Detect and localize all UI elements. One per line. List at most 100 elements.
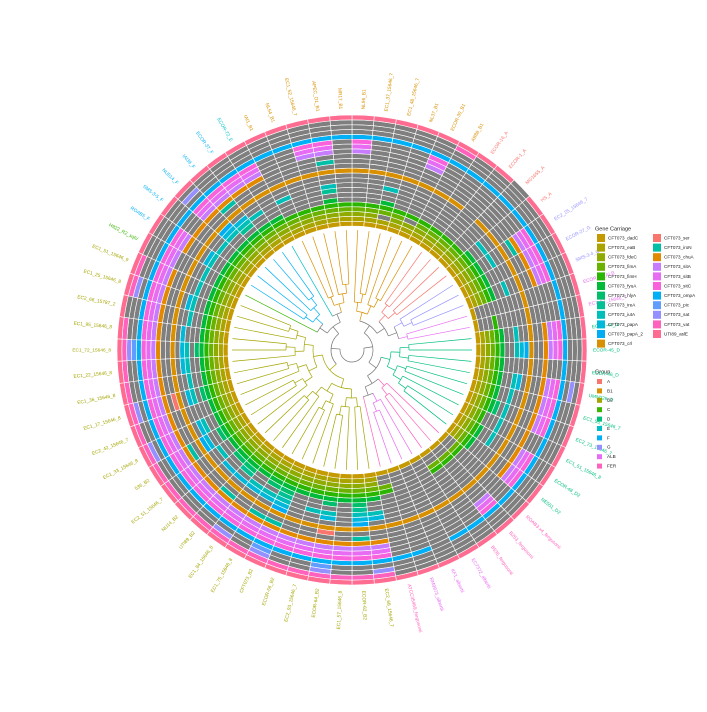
gene-cell — [572, 339, 577, 360]
tree-branch — [282, 396, 319, 447]
legend-label: CFT073_ompA — [664, 293, 696, 298]
gene-cell — [204, 343, 209, 357]
tree-branch — [340, 348, 364, 362]
gene-cell — [352, 493, 366, 498]
tip-label: ECOR-30_B1 — [450, 103, 468, 132]
gene-cell — [514, 342, 519, 358]
tree-branch — [306, 317, 313, 322]
tree-branch — [381, 357, 390, 359]
tree-branch — [311, 298, 317, 305]
gene-cell — [582, 339, 587, 361]
gene-cell — [185, 342, 190, 358]
tree-branch — [393, 375, 401, 380]
legend-label: FER — [607, 464, 617, 469]
tip-label: EC1_84_15646_8 — [188, 544, 216, 579]
tree-branch — [339, 304, 341, 313]
tree-branch — [405, 371, 463, 394]
gene-cell — [352, 502, 367, 508]
gene-cell — [338, 202, 352, 207]
tree-branch — [373, 403, 376, 411]
gene-cell — [214, 343, 219, 356]
tip-label: RM9973_albertii — [428, 577, 445, 612]
tree-branch — [340, 406, 342, 415]
tip-label: APEC_O1_B1 — [310, 81, 320, 113]
gene-cell — [352, 478, 365, 483]
gene-cell — [337, 192, 352, 198]
tree-branch — [399, 337, 408, 339]
gene-cell — [330, 579, 352, 585]
tree-branch — [331, 348, 340, 349]
gene-cell — [330, 115, 352, 121]
tree-branch — [288, 363, 297, 365]
legend-swatch — [597, 330, 605, 338]
gene-cell — [352, 579, 374, 585]
tip-label: EC1_25_15646_8 — [83, 269, 122, 286]
gene-cell — [180, 342, 185, 358]
legend-label: CFT073_papA_2 — [608, 331, 643, 336]
legend-label: CFT073_pic — [664, 303, 690, 308]
tip-label: EC1_48_15646_7 — [406, 77, 421, 116]
tree-branch — [364, 347, 373, 348]
gene-cell — [339, 216, 352, 221]
tree-branch — [346, 407, 349, 470]
legend-swatch — [597, 253, 605, 261]
tree-branch — [369, 362, 376, 367]
tip-label: EC1_57_15646_8 — [336, 590, 344, 629]
tree-branch — [385, 396, 422, 447]
tree-branch — [364, 326, 369, 333]
tip-label: SMS-3-4_G — [575, 248, 601, 263]
gene-cell — [352, 115, 374, 121]
tree-branch — [346, 284, 347, 293]
gene-cell — [340, 221, 352, 226]
tip-label: EC2_25_15646_7 — [553, 196, 589, 222]
legend-label: CFT073_iutA — [608, 312, 636, 317]
tree-branch — [374, 412, 392, 463]
tree-branch — [241, 371, 299, 394]
gene-cell — [534, 341, 539, 359]
gene-cell — [122, 339, 127, 361]
legend-swatch — [653, 330, 661, 338]
tip-label: EC1_52_15646_7 — [283, 78, 298, 117]
legend-swatch — [597, 464, 602, 469]
tree-branch — [324, 414, 337, 466]
tree-branch — [374, 299, 378, 307]
legend-label: CFT073_papA — [608, 322, 639, 327]
gene-cell — [189, 342, 194, 357]
gene-cell — [338, 207, 352, 212]
tip-label: ECOR-45_D — [593, 347, 620, 353]
legend-swatch — [597, 340, 605, 348]
legend-swatch — [653, 234, 661, 242]
gene-cell — [165, 341, 170, 359]
tip-label: EC1_95_15646_8 — [73, 321, 112, 331]
tree-branch — [393, 267, 439, 310]
tree-branch — [309, 367, 317, 371]
tree-branch — [382, 305, 388, 312]
gene-cell — [199, 343, 204, 358]
gene-cell — [352, 473, 364, 478]
legend-label: CFT073_sitA — [664, 264, 692, 269]
tree-branch — [388, 313, 395, 319]
tip-label: B253_fergusonii — [507, 530, 534, 560]
tip-label: AB88_B1 — [470, 122, 485, 143]
tip-label: NL37_B1 — [428, 102, 440, 123]
tip-label: ECOR-27_G — [565, 225, 592, 243]
tree-branch — [314, 308, 320, 315]
tree-branch — [265, 267, 311, 310]
tree-branch — [382, 388, 388, 395]
tip-label: ECOR-16_A — [490, 130, 511, 156]
tree-branch — [387, 367, 395, 371]
tree-branch — [297, 335, 306, 337]
tree-branch — [322, 401, 326, 409]
tree-branch — [333, 327, 339, 334]
tree-branch — [373, 393, 377, 401]
legend-swatch — [597, 311, 605, 319]
gene-cell — [539, 341, 544, 359]
tree-branch — [357, 398, 358, 407]
tree-branch — [335, 231, 343, 284]
tip-label: EC1_72_15646_8 — [72, 347, 111, 353]
gene-cell — [558, 340, 563, 360]
tip-label: ROAB3-x4_fergusonii — [524, 514, 562, 550]
gene-cell — [490, 343, 495, 357]
tree-branch — [316, 318, 323, 324]
